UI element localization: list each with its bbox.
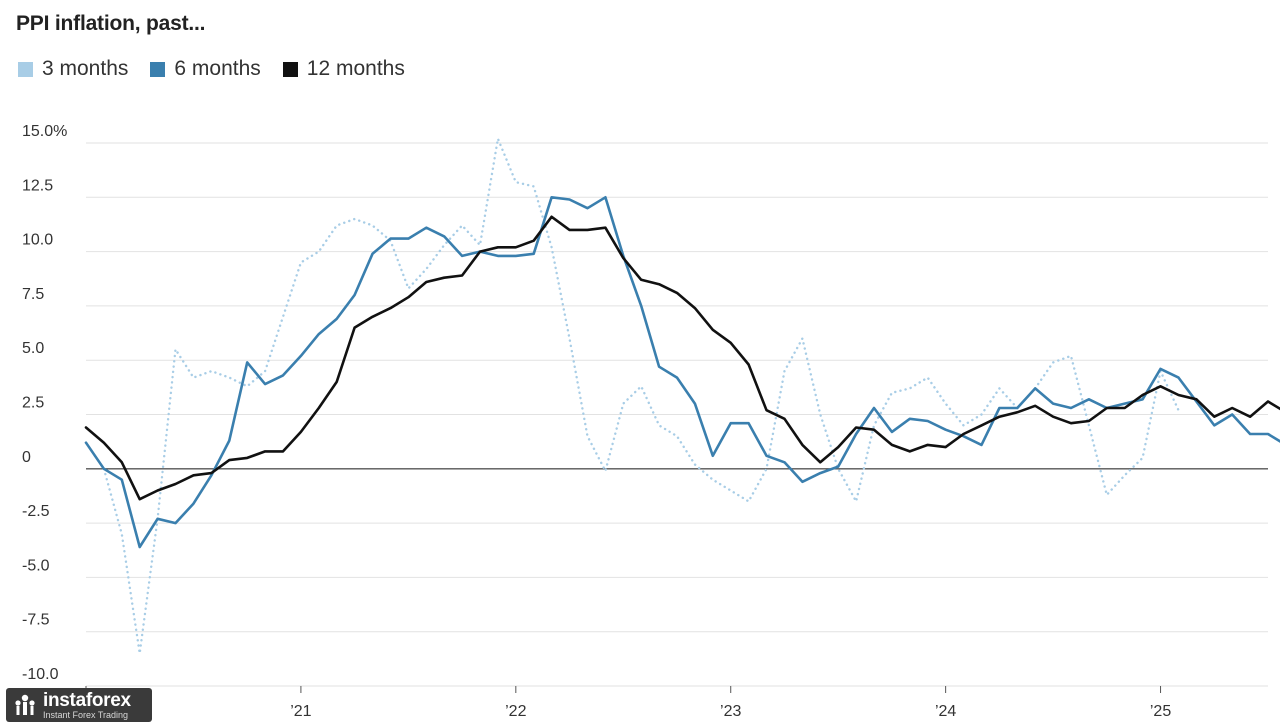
legend-swatch-3-months [18, 61, 33, 77]
x-tick-label: ’25 [1150, 703, 1171, 720]
grid-lines [86, 142, 1268, 687]
y-tick-label: 15.0% [22, 123, 67, 140]
y-tick-label: 7.5 [22, 286, 44, 303]
series-lines [84, 137, 1280, 655]
instaforex-watermark: instaforex Instant Forex Trading [6, 688, 152, 722]
y-tick-label: -5.0 [22, 557, 50, 574]
y-tick-label: -2.5 [22, 503, 50, 520]
y-tick-label: 0 [22, 449, 31, 466]
y-tick-label: 2.5 [22, 395, 44, 412]
y-tick-label: -7.5 [22, 612, 50, 629]
x-axis-ticks: ’21 ’22 ’23 ’24 ’25 [85, 686, 1171, 720]
instaforex-logo-icon [15, 694, 35, 715]
watermark-tagline: Instant Forex Trading [43, 709, 129, 720]
legend-item-12-months: 12 months [282, 57, 405, 81]
x-tick-label: ’24 [935, 703, 956, 720]
x-tick-label: ’23 [720, 703, 741, 720]
x-tick-label: ’22 [505, 703, 526, 720]
series-line-6-months [84, 196, 1280, 549]
y-tick-label: 12.5 [22, 177, 53, 194]
legend-item-6-months: 6 months [150, 57, 261, 81]
legend-item-3-months: 3 months [18, 57, 128, 81]
series-line-3-months [84, 137, 1180, 655]
legend-label-3-months: 3 months [42, 57, 129, 80]
chart-title: PPI inflation, past... [16, 12, 206, 35]
chart-legend: 3 months 6 months 12 months [18, 57, 427, 81]
y-axis-tick-labels: 15.0% 12.5 10.0 7.5 5.0 2.5 0 -2.5 -5.0 -7.5 -10.0 [22, 123, 67, 683]
y-tick-label: 10.0 [22, 232, 53, 249]
legend-swatch-12-months [282, 61, 298, 77]
legend-label-6-months: 6 months [174, 57, 261, 80]
watermark-name: instaforex [43, 689, 131, 711]
series-line-12-months [84, 215, 1280, 501]
legend-label-12-months: 12 months [306, 57, 405, 80]
x-tick-label: ’21 [290, 703, 311, 720]
y-tick-label: -10.0 [22, 666, 59, 683]
legend-swatch-6-months [150, 61, 166, 77]
y-tick-label: 5.0 [22, 340, 44, 357]
